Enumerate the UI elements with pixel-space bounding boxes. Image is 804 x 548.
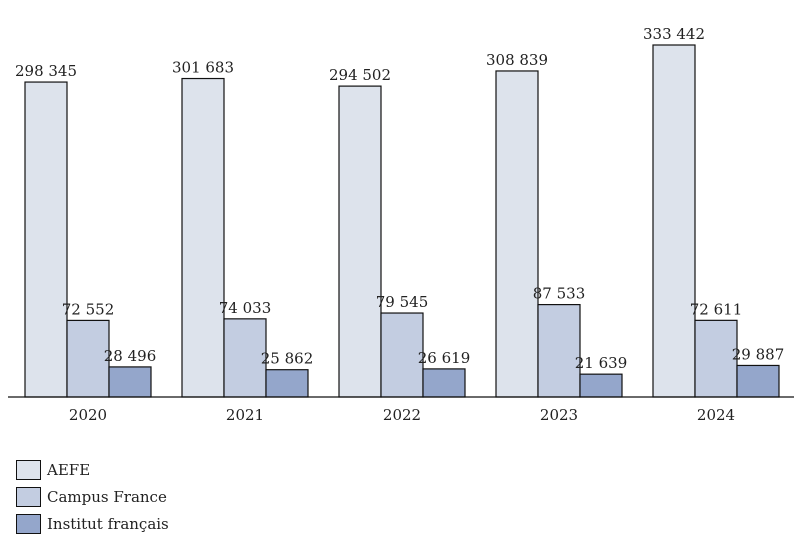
- x-tick-label-2022: 2022: [383, 406, 421, 424]
- legend-swatch-institut-francais: [16, 513, 41, 534]
- legend-label-institut-francais: Institut français: [47, 514, 169, 533]
- bar-institut-francais-2021: [265, 369, 309, 398]
- legend-item-institut-francais: Institut français: [16, 510, 169, 537]
- bar-institut-francais-2024: [736, 364, 780, 398]
- bar-aefe-2021: [181, 77, 225, 398]
- bar-institut-francais-2023: [579, 373, 623, 398]
- bar-institut-francais-2020: [108, 366, 152, 398]
- x-tick-label-2024: 2024: [697, 406, 735, 424]
- legend-item-campus-france: Campus France: [16, 483, 169, 510]
- data-label-institut-francais-2021: 25 862: [261, 350, 314, 368]
- legend-label-campus-france: Campus France: [47, 487, 167, 506]
- data-label-aefe-2024: 333 442: [643, 25, 705, 43]
- data-label-institut-francais-2023: 21 639: [575, 354, 628, 372]
- data-label-institut-francais-2022: 26 619: [418, 349, 471, 367]
- bar-campus-france-2020: [66, 319, 110, 398]
- data-label-campus-france-2020: 72 552: [62, 300, 115, 318]
- bar-campus-france-2021: [223, 318, 267, 398]
- data-label-campus-france-2024: 72 611: [690, 300, 743, 318]
- bar-aefe-2024: [652, 44, 696, 398]
- x-tick-label-2020: 2020: [69, 406, 107, 424]
- data-labels-layer: 298 345 72 552 28 496 301 683 74 033 25 862 29…: [15, 25, 784, 372]
- bar-aefe-2020: [24, 81, 68, 398]
- legend-label-aefe: AEFE: [47, 460, 91, 479]
- data-label-institut-francais-2024: 29 887: [732, 345, 785, 363]
- bar-aefe-2023: [495, 70, 539, 398]
- data-label-aefe-2021: 301 683: [172, 59, 234, 77]
- x-tick-label-2023: 2023: [540, 406, 578, 424]
- bar-campus-france-2022: [380, 312, 424, 398]
- x-axis-ticks: 2020 2021 2022 2023 2024: [69, 406, 735, 424]
- data-label-aefe-2022: 294 502: [329, 66, 391, 84]
- data-label-aefe-2020: 298 345: [15, 62, 77, 80]
- data-label-campus-france-2021: 74 033: [219, 299, 272, 317]
- data-label-aefe-2023: 308 839: [486, 51, 548, 69]
- bar-aefe-2022: [338, 85, 382, 398]
- bar-institut-francais-2022: [422, 368, 466, 398]
- data-label-campus-france-2022: 79 545: [376, 293, 429, 311]
- legend-swatch-campus-france: [16, 486, 41, 507]
- data-label-institut-francais-2020: 28 496: [104, 347, 157, 365]
- legend-item-aefe: AEFE: [16, 456, 169, 483]
- x-tick-label-2021: 2021: [226, 406, 264, 424]
- data-label-campus-france-2023: 87 533: [533, 285, 586, 303]
- bar-campus-france-2024: [694, 319, 738, 398]
- legend-swatch-aefe: [16, 459, 41, 480]
- bars-layer: [24, 44, 780, 398]
- bar-campus-france-2023: [537, 303, 581, 398]
- legend: AEFE Campus France Institut français: [16, 456, 169, 537]
